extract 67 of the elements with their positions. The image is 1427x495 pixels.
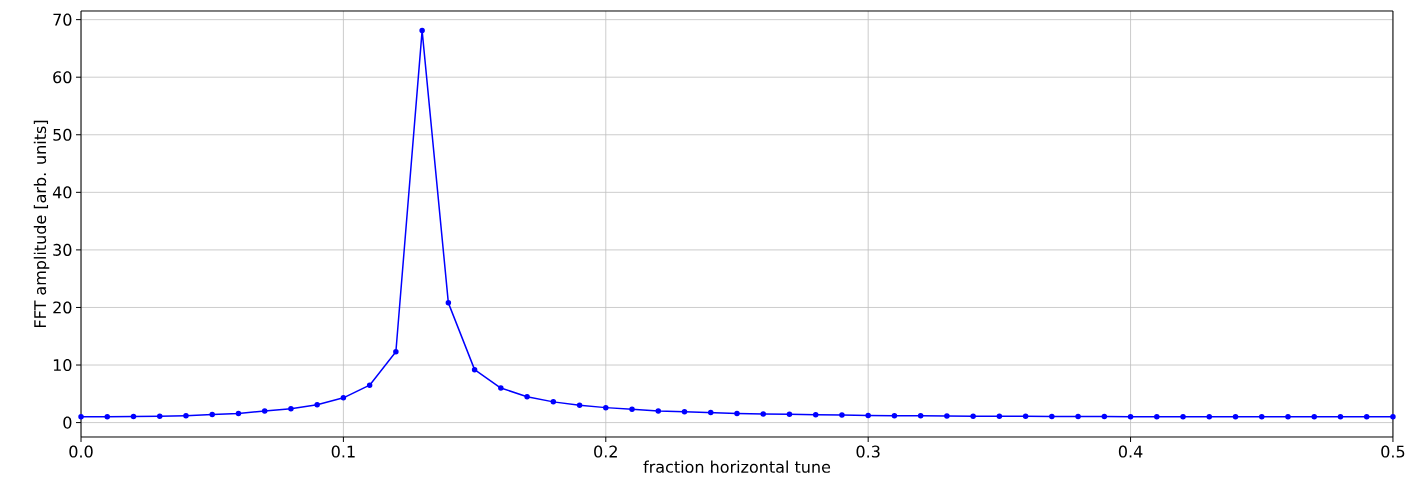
point (760, 411, 766, 417)
point (576, 402, 583, 409)
point (708, 409, 714, 416)
point (419, 27, 425, 34)
point (655, 408, 662, 414)
point (812, 412, 819, 418)
point (944, 413, 950, 419)
point (603, 404, 609, 411)
point (996, 413, 1003, 420)
x-axis-title: fraction horizontal tune (643, 460, 831, 473)
point (1285, 414, 1291, 420)
point (235, 410, 242, 417)
point (786, 411, 793, 417)
point (839, 412, 845, 418)
x-tick-label: 0.3 (856, 445, 880, 458)
point (1075, 413, 1081, 420)
point (629, 406, 635, 413)
point (130, 413, 137, 420)
y-tick-label: 0 (63, 416, 72, 429)
point (1154, 414, 1160, 420)
point (524, 393, 530, 400)
y-tick-label: 50 (53, 128, 72, 141)
point (261, 408, 268, 414)
y-tick-label: 10 (53, 358, 72, 372)
x-tick-label: 0.1 (331, 445, 355, 458)
point (1127, 414, 1134, 420)
y-tick-label: 20 (53, 301, 72, 314)
y-tick-label: 40 (52, 186, 72, 199)
point (1049, 413, 1055, 420)
point (1101, 413, 1108, 420)
y-tick-label: 70 (53, 13, 72, 26)
point (1180, 414, 1186, 420)
point (865, 412, 871, 419)
point (891, 412, 898, 419)
point (1206, 414, 1213, 420)
point (1390, 414, 1396, 420)
x-tick-label: 0.4 (1118, 445, 1143, 458)
point (1232, 414, 1239, 420)
point (183, 412, 189, 419)
point (393, 349, 399, 355)
point (498, 385, 504, 391)
x-tick-label: 0.0 (69, 445, 93, 458)
x-tick-label: 0.2 (594, 445, 617, 458)
point (366, 382, 373, 388)
point (78, 414, 84, 420)
point (104, 414, 111, 420)
y-tick-label: 60 (53, 71, 72, 84)
point (1022, 413, 1029, 420)
point (734, 410, 740, 417)
point (1337, 414, 1344, 420)
point (1311, 414, 1317, 420)
y-tick-label: 30 (53, 243, 72, 256)
point (288, 406, 294, 412)
point (917, 412, 924, 419)
point (550, 399, 557, 405)
y-axis-title: FFT amplitude [arb. units] (33, 120, 50, 327)
point (471, 366, 478, 373)
point (340, 395, 347, 401)
point (1259, 414, 1265, 420)
point (681, 408, 688, 415)
point (970, 413, 976, 420)
point (156, 413, 163, 420)
point (314, 402, 320, 408)
x-tick-label: 0.5 (1381, 445, 1405, 458)
point (209, 411, 215, 418)
point (1363, 414, 1370, 420)
point (445, 300, 452, 306)
